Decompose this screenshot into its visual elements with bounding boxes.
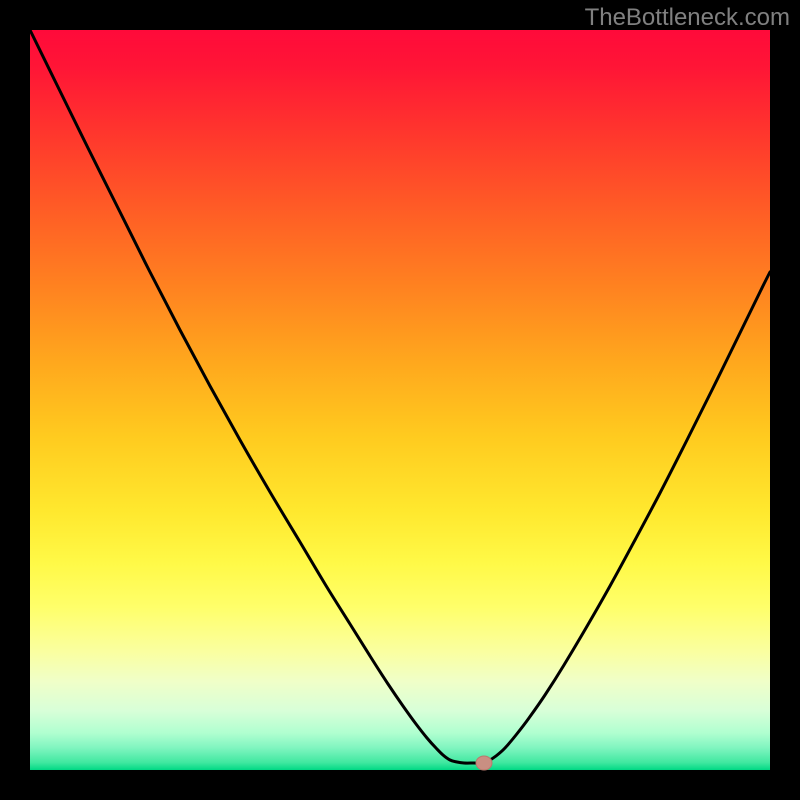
chart-container: TheBottleneck.com	[0, 0, 800, 800]
bottleneck-chart	[0, 0, 800, 800]
optimal-point-marker	[476, 756, 492, 770]
watermark-text: TheBottleneck.com	[585, 4, 790, 32]
plot-area	[30, 30, 770, 770]
